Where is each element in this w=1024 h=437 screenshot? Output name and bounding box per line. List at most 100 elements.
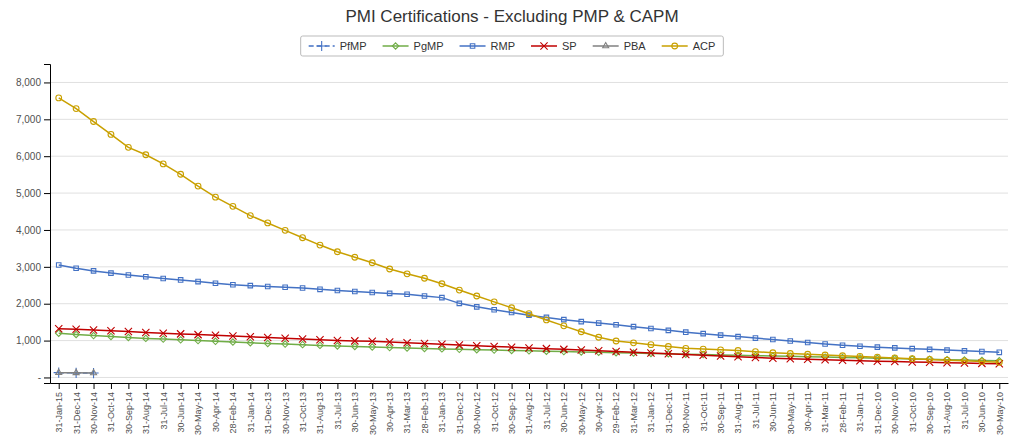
x-tick: 31-Dec-13: [263, 383, 273, 434]
x-tick-label: 30-Nov-13: [281, 392, 291, 434]
marker: [439, 281, 445, 287]
x-tick-mark: [947, 383, 948, 389]
marker: [525, 344, 532, 351]
x-tick-mark: [59, 383, 60, 389]
x-tick-label: 31-Dec-11: [664, 392, 674, 433]
marker: [265, 220, 271, 226]
y-tick: 3,000: [16, 262, 50, 273]
marker: [282, 335, 289, 342]
marker: [317, 342, 323, 348]
marker: [90, 332, 96, 338]
x-tick-mark: [494, 383, 495, 389]
marker: [630, 349, 637, 356]
legend-swatch: [460, 45, 486, 47]
x-tick: 30-Nov-12: [472, 383, 482, 434]
x-tick-label: 30-May-14: [193, 392, 203, 435]
marks: [54, 95, 1003, 378]
marker: [73, 369, 79, 374]
marker: [213, 281, 218, 286]
x-tick-label: 30-May-10: [995, 392, 1005, 435]
marker: [405, 292, 410, 297]
page: {"chart_data": { "type": "line", "title"…: [0, 0, 1024, 437]
x-tick-label: 31-Oct-10: [908, 392, 918, 432]
marker: [840, 353, 846, 359]
legend-marker: [672, 43, 678, 49]
legend-marker: [603, 43, 609, 48]
marker: [352, 254, 358, 260]
x-tick-mark: [703, 383, 704, 389]
marker: [160, 330, 167, 337]
marker: [474, 293, 480, 299]
marker: [631, 340, 637, 346]
marker: [107, 327, 114, 334]
legend-item: PBA: [593, 40, 647, 52]
x-tick-mark: [964, 383, 965, 389]
marker: [822, 352, 828, 358]
legend-label: PgMP: [414, 40, 444, 52]
marker: [491, 343, 498, 350]
x-tick-label: 31-Oct-14: [106, 392, 116, 432]
marker: [927, 357, 933, 363]
x-tick-label: 30-Jun-12: [559, 392, 569, 433]
marker: [108, 333, 114, 339]
x-tick: 31-Aug-12: [524, 383, 534, 434]
marker: [823, 342, 828, 347]
x-tick: 31-Jul-13: [333, 383, 343, 430]
marker: [194, 331, 201, 338]
x-tick-label: 30-Apr-12: [594, 392, 604, 432]
x-tick: 31-Jan-14: [246, 383, 256, 433]
x-tick-mark: [808, 383, 809, 389]
y-tick-label: -: [38, 372, 41, 383]
x-axis: 31-Jan-1531-Dec-1430-Nov-1431-Oct-1430-S…: [51, 383, 1009, 435]
marker: [142, 329, 149, 336]
x-tick: 30-Jun-14: [176, 383, 186, 433]
marker: [840, 343, 845, 348]
x-tick: 30-Apr-12: [594, 383, 604, 432]
x-tick-label: 31-Aug-10: [942, 392, 952, 434]
x-tick: 30-Apr-14: [211, 383, 221, 432]
marker: [996, 359, 1002, 365]
x-tick: 28-Feb-14: [228, 383, 238, 434]
marker: [369, 344, 375, 350]
x-tick-mark: [721, 383, 722, 389]
x-tick: 30-May-12: [577, 383, 587, 435]
x-tick-mark: [599, 383, 600, 389]
marker: [612, 348, 619, 355]
legend-marker: [317, 41, 327, 51]
x-tick: 29-Feb-12: [611, 383, 621, 434]
x-tick-label: 31-Jul-12: [542, 392, 552, 430]
marker: [492, 308, 497, 313]
marker: [386, 338, 393, 345]
marker: [544, 317, 550, 323]
x-tick: 31-Jan-13: [437, 383, 447, 433]
x-tick-mark: [755, 383, 756, 389]
x-tick: 30-Apr-11: [803, 383, 813, 431]
x-tick: 30-Jun-12: [559, 383, 569, 433]
plot: -1,0002,0003,0004,0005,0006,0007,0008,00…: [16, 65, 1009, 436]
legend-label: SP: [562, 40, 577, 52]
marker: [265, 284, 270, 289]
marker: [300, 235, 306, 241]
marker: [282, 227, 288, 233]
marker: [247, 340, 253, 346]
marker: [613, 338, 619, 344]
marker: [73, 106, 79, 112]
marker: [578, 329, 584, 335]
series: [56, 95, 1002, 365]
marker: [456, 341, 463, 348]
x-tick-label: 30-Apr-14: [211, 392, 221, 432]
x-tick-mark: [355, 383, 356, 389]
legend-frame: [301, 36, 724, 56]
x-tick-label: 31-Dec-12: [455, 392, 465, 434]
marker: [595, 347, 602, 354]
marker: [893, 346, 898, 351]
x-tick-label: 31-Oct-13: [298, 392, 308, 432]
marker: [125, 334, 131, 340]
marker: [508, 344, 515, 351]
x-tick-mark: [250, 383, 251, 389]
marker: [700, 352, 707, 359]
y-tick-mark: [44, 267, 50, 268]
x-tick-mark: [686, 383, 687, 389]
x-tick-label: 30-Nov-14: [89, 392, 99, 434]
marker: [90, 326, 97, 333]
